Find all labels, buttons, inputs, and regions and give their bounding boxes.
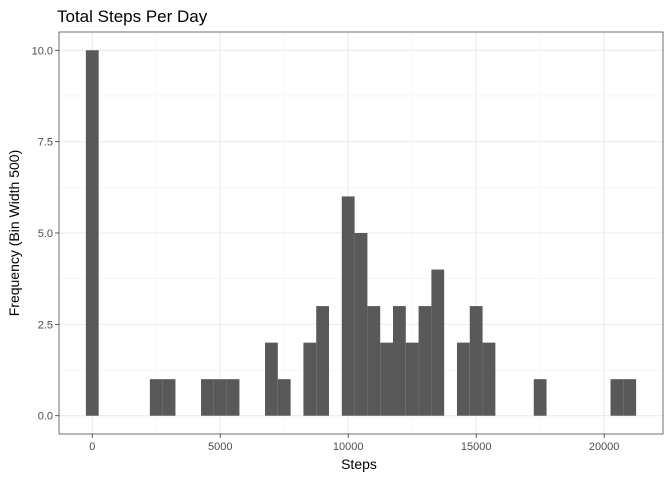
histogram-bar xyxy=(533,379,547,416)
y-tick-label: 0.0 xyxy=(38,411,53,423)
x-tick-label: 20000 xyxy=(589,441,620,453)
histogram-bar xyxy=(213,379,227,416)
x-tick-label: 5000 xyxy=(208,441,232,453)
y-tick-label: 2.5 xyxy=(38,319,53,331)
histogram-bar xyxy=(354,233,368,416)
y-axis: 0.0 2.5 5.0 7.5 10.0 xyxy=(32,45,59,423)
chart-title: Total Steps Per Day xyxy=(57,7,208,26)
histogram-bar xyxy=(162,379,176,416)
histogram-bar xyxy=(303,342,317,416)
x-tick-label: 15000 xyxy=(461,441,492,453)
x-tick-label: 10000 xyxy=(333,441,364,453)
histogram-bar xyxy=(226,379,240,416)
histogram-bar xyxy=(265,342,278,416)
histogram-bar xyxy=(367,306,381,416)
x-axis-title: Steps xyxy=(341,456,377,472)
histogram-bar xyxy=(405,342,419,416)
histogram-bar xyxy=(392,306,406,416)
histogram-bar xyxy=(431,269,445,416)
histogram-bars xyxy=(85,50,637,416)
histogram-bar xyxy=(85,50,99,416)
histogram-bar xyxy=(341,196,355,416)
histogram-bar xyxy=(623,379,637,416)
histogram-bar xyxy=(149,379,163,416)
histogram-bar xyxy=(201,379,214,416)
histogram-bar xyxy=(456,342,470,416)
y-tick-label: 10.0 xyxy=(32,45,53,57)
histogram-bar xyxy=(610,379,624,416)
histogram-bar xyxy=(316,306,330,416)
histogram-bar xyxy=(277,379,291,416)
x-tick-label: 0 xyxy=(89,441,95,453)
histogram-bar xyxy=(482,342,496,416)
histogram-bar xyxy=(418,306,432,416)
y-tick-label: 5.0 xyxy=(38,228,53,240)
x-axis: 0 5000 10000 15000 20000 xyxy=(89,434,619,453)
y-axis-title: Frequency (Bin Width 500) xyxy=(6,150,22,317)
histogram-bar xyxy=(380,342,393,416)
histogram-bar xyxy=(469,306,483,416)
y-tick-label: 7.5 xyxy=(38,137,53,149)
